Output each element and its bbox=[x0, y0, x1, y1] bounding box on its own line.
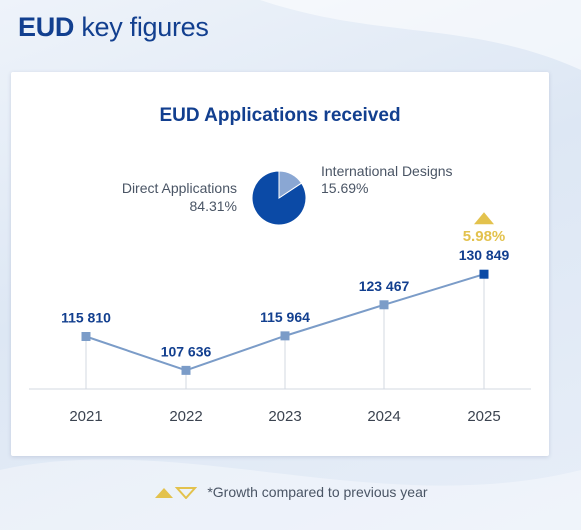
value-label-2024: 123 467 bbox=[359, 278, 410, 294]
chart-canvas: Direct Applications 84.31% International… bbox=[29, 163, 531, 425]
pie-value-direct-applications: 84.31% bbox=[190, 198, 237, 214]
marker-2021 bbox=[81, 332, 91, 342]
pie-value-international-designs: 15.69% bbox=[321, 180, 368, 196]
x-tick-2024: 2024 bbox=[367, 408, 400, 425]
growth-indicator: 5.98% bbox=[463, 212, 506, 245]
footnote: *Growth compared to previous year bbox=[0, 483, 581, 503]
growth-up-icon bbox=[474, 212, 494, 225]
page-title-rest: key figures bbox=[81, 12, 209, 42]
key-figures-card: EUD Applications received Direct Applica… bbox=[11, 72, 549, 456]
marker-2025 bbox=[479, 269, 489, 279]
value-label-2025: 130 849 bbox=[459, 247, 510, 263]
x-tick-2021: 2021 bbox=[69, 408, 102, 425]
pie-chart bbox=[251, 170, 307, 226]
x-tick-2023: 2023 bbox=[268, 408, 301, 425]
x-tick-2022: 2022 bbox=[169, 408, 202, 425]
x-axis-labels: 2021 2022 2023 2024 2025 bbox=[69, 408, 500, 425]
growth-label: 5.98% bbox=[463, 228, 506, 245]
growth-up-down-legend-icon bbox=[155, 487, 198, 500]
value-label-2023: 115 964 bbox=[260, 309, 310, 325]
marker-2022 bbox=[181, 365, 191, 375]
marker-2024 bbox=[379, 300, 389, 310]
pie-label-international-designs: International Designs bbox=[321, 163, 453, 179]
marker-2023 bbox=[280, 331, 290, 341]
page-title-bold: EUD bbox=[18, 12, 75, 42]
drop-lines bbox=[85, 274, 485, 389]
series-markers bbox=[81, 269, 489, 375]
value-label-2021: 115 810 bbox=[61, 310, 111, 326]
footnote-text: *Growth compared to previous year bbox=[207, 484, 428, 501]
value-label-2022: 107 636 bbox=[161, 343, 212, 359]
chart-title: EUD Applications received bbox=[159, 105, 401, 126]
pie-label-direct-applications: Direct Applications bbox=[122, 180, 237, 196]
value-labels: 115 810 107 636 115 964 123 467 130 849 bbox=[61, 247, 509, 359]
x-tick-2025: 2025 bbox=[467, 408, 500, 425]
pie-slice-international-designs bbox=[278, 170, 303, 199]
page-title: EUD key figures bbox=[18, 12, 209, 43]
